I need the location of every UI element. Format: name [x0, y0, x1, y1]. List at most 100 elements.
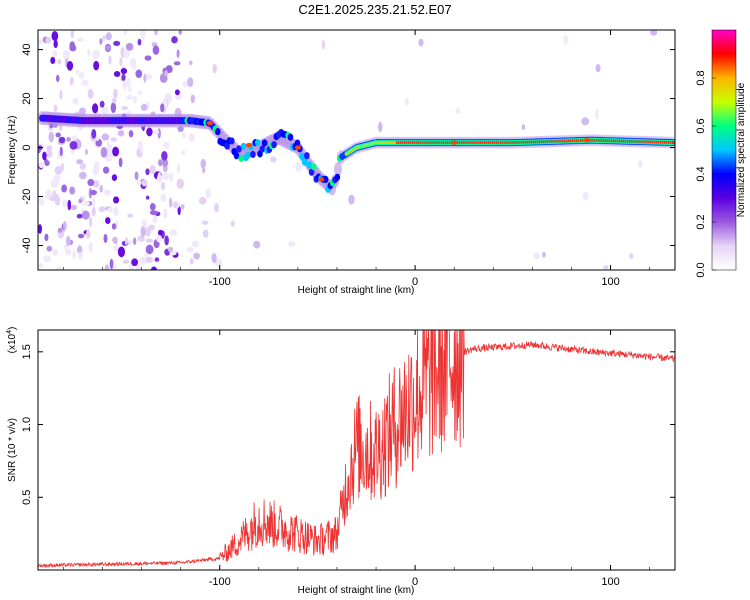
- noise-speckle: [53, 174, 60, 185]
- noise-speckle: [149, 210, 158, 216]
- ridge-core: [250, 150, 256, 159]
- y-tick-label: 20: [21, 92, 33, 104]
- noise-speckle: [603, 265, 609, 270]
- x-tick-label: 0: [412, 576, 418, 588]
- noise-speckle: [65, 235, 71, 247]
- noise-speckle: [103, 233, 108, 243]
- noise-speckle: [54, 195, 61, 206]
- noise-speckle: [57, 59, 62, 65]
- noise-speckle: [133, 95, 137, 104]
- noise-speckle: [160, 103, 165, 113]
- ridge-core: [306, 161, 313, 169]
- noise-speckle: [173, 202, 178, 209]
- ridge-core: [259, 145, 266, 153]
- noise-speckle: [126, 95, 134, 101]
- ridge-core: [229, 137, 235, 145]
- noise-speckle: [160, 193, 167, 203]
- noise-speckle: [63, 221, 67, 231]
- noise-speckle: [128, 130, 134, 138]
- noise-speckle: [69, 76, 74, 86]
- x-tick-label: 100: [601, 576, 619, 588]
- noise-speckle: [154, 257, 159, 262]
- spectrogram-y-label: Frequency (Hz): [7, 116, 18, 185]
- noise-speckle: [152, 215, 158, 223]
- noise-speckle: [118, 157, 123, 168]
- noise-speckle: [117, 246, 126, 258]
- noise-speckle: [533, 252, 540, 260]
- noise-speckle: [45, 149, 53, 158]
- noise-speckle: [141, 179, 148, 187]
- noise-speckle: [72, 97, 79, 105]
- noise-speckle: [77, 252, 83, 261]
- noise-speckle: [164, 235, 169, 246]
- noise-speckle: [146, 73, 152, 80]
- noise-speckle: [145, 244, 154, 255]
- x-tick-label: 0: [412, 276, 418, 288]
- snr-y-label: SNR (10 * v/v): [7, 418, 18, 482]
- colorbar-tick-label: 0.8: [695, 70, 707, 85]
- noise-speckle: [148, 224, 156, 231]
- noise-speckle: [62, 50, 70, 61]
- noise-speckle: [167, 246, 174, 253]
- ridge-hotspot: [451, 140, 458, 145]
- noise-speckle: [76, 159, 83, 165]
- noise-speckle: [105, 45, 112, 51]
- noise-speckle: [98, 206, 106, 213]
- noise-speckle: [149, 164, 156, 175]
- y-tick-label: 1.5: [21, 344, 33, 359]
- noise-speckle: [153, 129, 159, 135]
- colorbar-ticks: 0.0 0.2 0.4 0.6 0.8: [695, 70, 716, 278]
- noise-speckle: [102, 35, 106, 42]
- noise-speckle: [59, 146, 63, 157]
- noise-speckle: [126, 78, 131, 88]
- noise-speckle: [62, 199, 68, 208]
- noise-speckle: [87, 88, 94, 99]
- ridge-core: [214, 128, 221, 136]
- noise-speckle: [149, 202, 156, 211]
- colorbar-tick-label: 0.0: [695, 262, 707, 277]
- noise-speckle: [650, 30, 658, 36]
- noise-speckle: [455, 108, 461, 114]
- noise-speckle: [110, 102, 117, 114]
- noise-speckle: [157, 229, 163, 236]
- ridge-core: [304, 152, 310, 160]
- noise-speckle: [230, 220, 235, 227]
- noise-speckle: [192, 240, 200, 248]
- snr-background: [38, 330, 675, 570]
- noise-speckle: [113, 88, 118, 99]
- noise-speckle: [121, 73, 126, 81]
- noise-speckle: [103, 189, 112, 196]
- noise-speckle: [52, 248, 59, 256]
- noise-speckle: [53, 104, 58, 113]
- noise-speckle: [101, 106, 109, 115]
- spectrogram-x-ticks: -100 0 100: [63, 30, 650, 288]
- noise-speckle: [111, 174, 118, 182]
- noise-speckle: [163, 208, 168, 219]
- noise-speckle: [201, 220, 209, 225]
- noise-speckle: [123, 49, 130, 59]
- noise-speckle: [45, 189, 52, 200]
- noise-speckle: [44, 160, 50, 166]
- noise-speckle: [91, 197, 96, 208]
- ridge-hotspot: [246, 142, 253, 148]
- noise-speckle: [112, 146, 120, 157]
- noise-speckle: [132, 237, 137, 245]
- ridge-core: [271, 141, 277, 149]
- noise-speckle: [157, 172, 162, 183]
- noise-speckle: [99, 38, 103, 45]
- y-tick-label: -40: [21, 238, 33, 254]
- ridge-core: [238, 154, 245, 162]
- noise-speckle: [38, 38, 43, 45]
- noise-speckle: [270, 156, 277, 163]
- noise-speckle: [64, 248, 72, 256]
- noise-speckle: [46, 145, 53, 152]
- noise-speckle: [169, 197, 173, 208]
- noise-speckle: [145, 168, 150, 176]
- ridge-core: [308, 168, 315, 176]
- noise-speckle: [107, 207, 114, 212]
- noise-speckle: [93, 60, 100, 71]
- noise-speckle: [44, 233, 49, 242]
- noise-speckle: [100, 147, 108, 158]
- noise-speckle: [48, 131, 54, 143]
- noise-speckle: [76, 245, 83, 255]
